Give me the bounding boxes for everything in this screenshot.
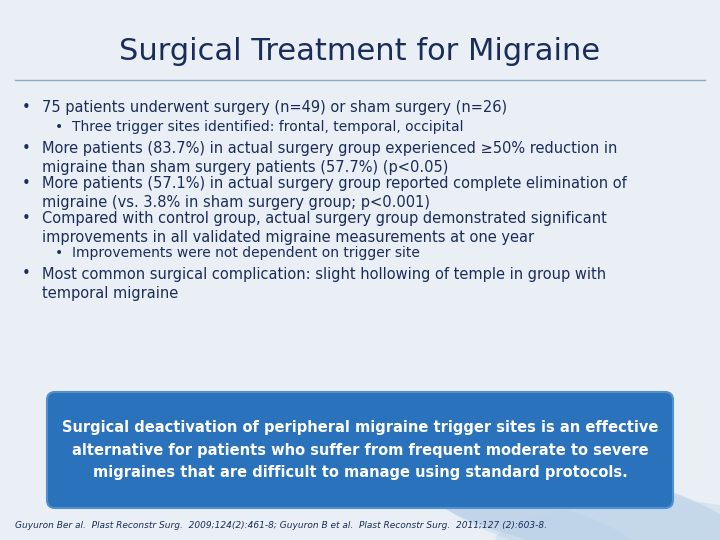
Text: Surgical Treatment for Migraine: Surgical Treatment for Migraine (120, 37, 600, 66)
FancyBboxPatch shape (47, 392, 673, 508)
Text: •: • (55, 120, 63, 134)
Text: More patients (57.1%) in actual surgery group reported complete elimination of
m: More patients (57.1%) in actual surgery … (42, 176, 626, 210)
Text: •: • (22, 211, 31, 226)
Text: More patients (83.7%) in actual surgery group experienced ≥50% reduction in
migr: More patients (83.7%) in actual surgery … (42, 141, 617, 175)
Ellipse shape (495, 501, 720, 540)
Text: 75 patients underwent surgery (n=49) or sham surgery (n=26): 75 patients underwent surgery (n=49) or … (42, 100, 507, 115)
Text: Three trigger sites identified: frontal, temporal, occipital: Three trigger sites identified: frontal,… (72, 120, 464, 134)
Ellipse shape (422, 462, 720, 540)
Text: •: • (55, 246, 63, 260)
Text: •: • (22, 100, 31, 115)
Text: •: • (22, 267, 31, 281)
Text: Surgical deactivation of peripheral migraine trigger sites is an effective
alter: Surgical deactivation of peripheral migr… (62, 420, 658, 480)
Text: •: • (22, 141, 31, 156)
Ellipse shape (444, 491, 636, 540)
Text: Guyuron Ber al.  Plast Reconstr Surg.  2009;124(2):461-8; Guyuron B et al.  Plas: Guyuron Ber al. Plast Reconstr Surg. 200… (15, 521, 547, 530)
Text: Most common surgical complication: slight hollowing of temple in group with
temp: Most common surgical complication: sligh… (42, 267, 606, 301)
Text: Improvements were not dependent on trigger site: Improvements were not dependent on trigg… (72, 246, 420, 260)
Text: •: • (22, 176, 31, 191)
Text: Compared with control group, actual surgery group demonstrated significant
impro: Compared with control group, actual surg… (42, 211, 607, 245)
